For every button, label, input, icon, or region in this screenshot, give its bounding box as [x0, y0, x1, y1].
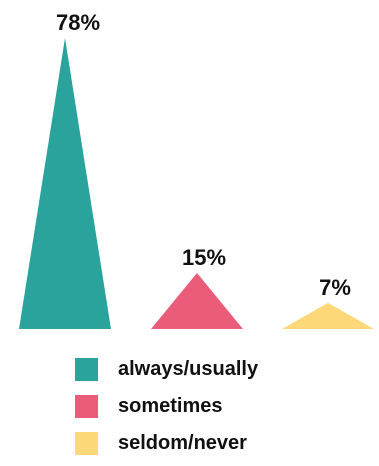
legend-swatch — [75, 394, 98, 418]
legend-label: sometimes — [118, 394, 223, 417]
legend-swatch — [75, 431, 98, 455]
data-label: 7% — [319, 275, 351, 300]
data-label: 15% — [182, 245, 226, 270]
chart-legend: always/usually sometimes seldom/never — [75, 355, 258, 466]
legend-label: always/usually — [118, 357, 259, 380]
triangle-bar-sometimes — [151, 273, 243, 329]
triangle-bar-seldom-never — [282, 302, 374, 329]
legend-item: always/usually — [75, 355, 258, 383]
legend-label: seldom/never — [118, 431, 247, 454]
chart-marks — [19, 38, 374, 329]
chart-data-labels: 78% 15% 7% — [56, 10, 351, 300]
legend-item: seldom/never — [75, 429, 258, 457]
legend-swatch — [75, 357, 98, 381]
triangle-bar-always-usually — [19, 38, 111, 329]
legend-item: sometimes — [75, 392, 258, 420]
data-label: 78% — [56, 10, 100, 35]
triangle-bar-chart: 78% 15% 7% — [19, 10, 374, 329]
